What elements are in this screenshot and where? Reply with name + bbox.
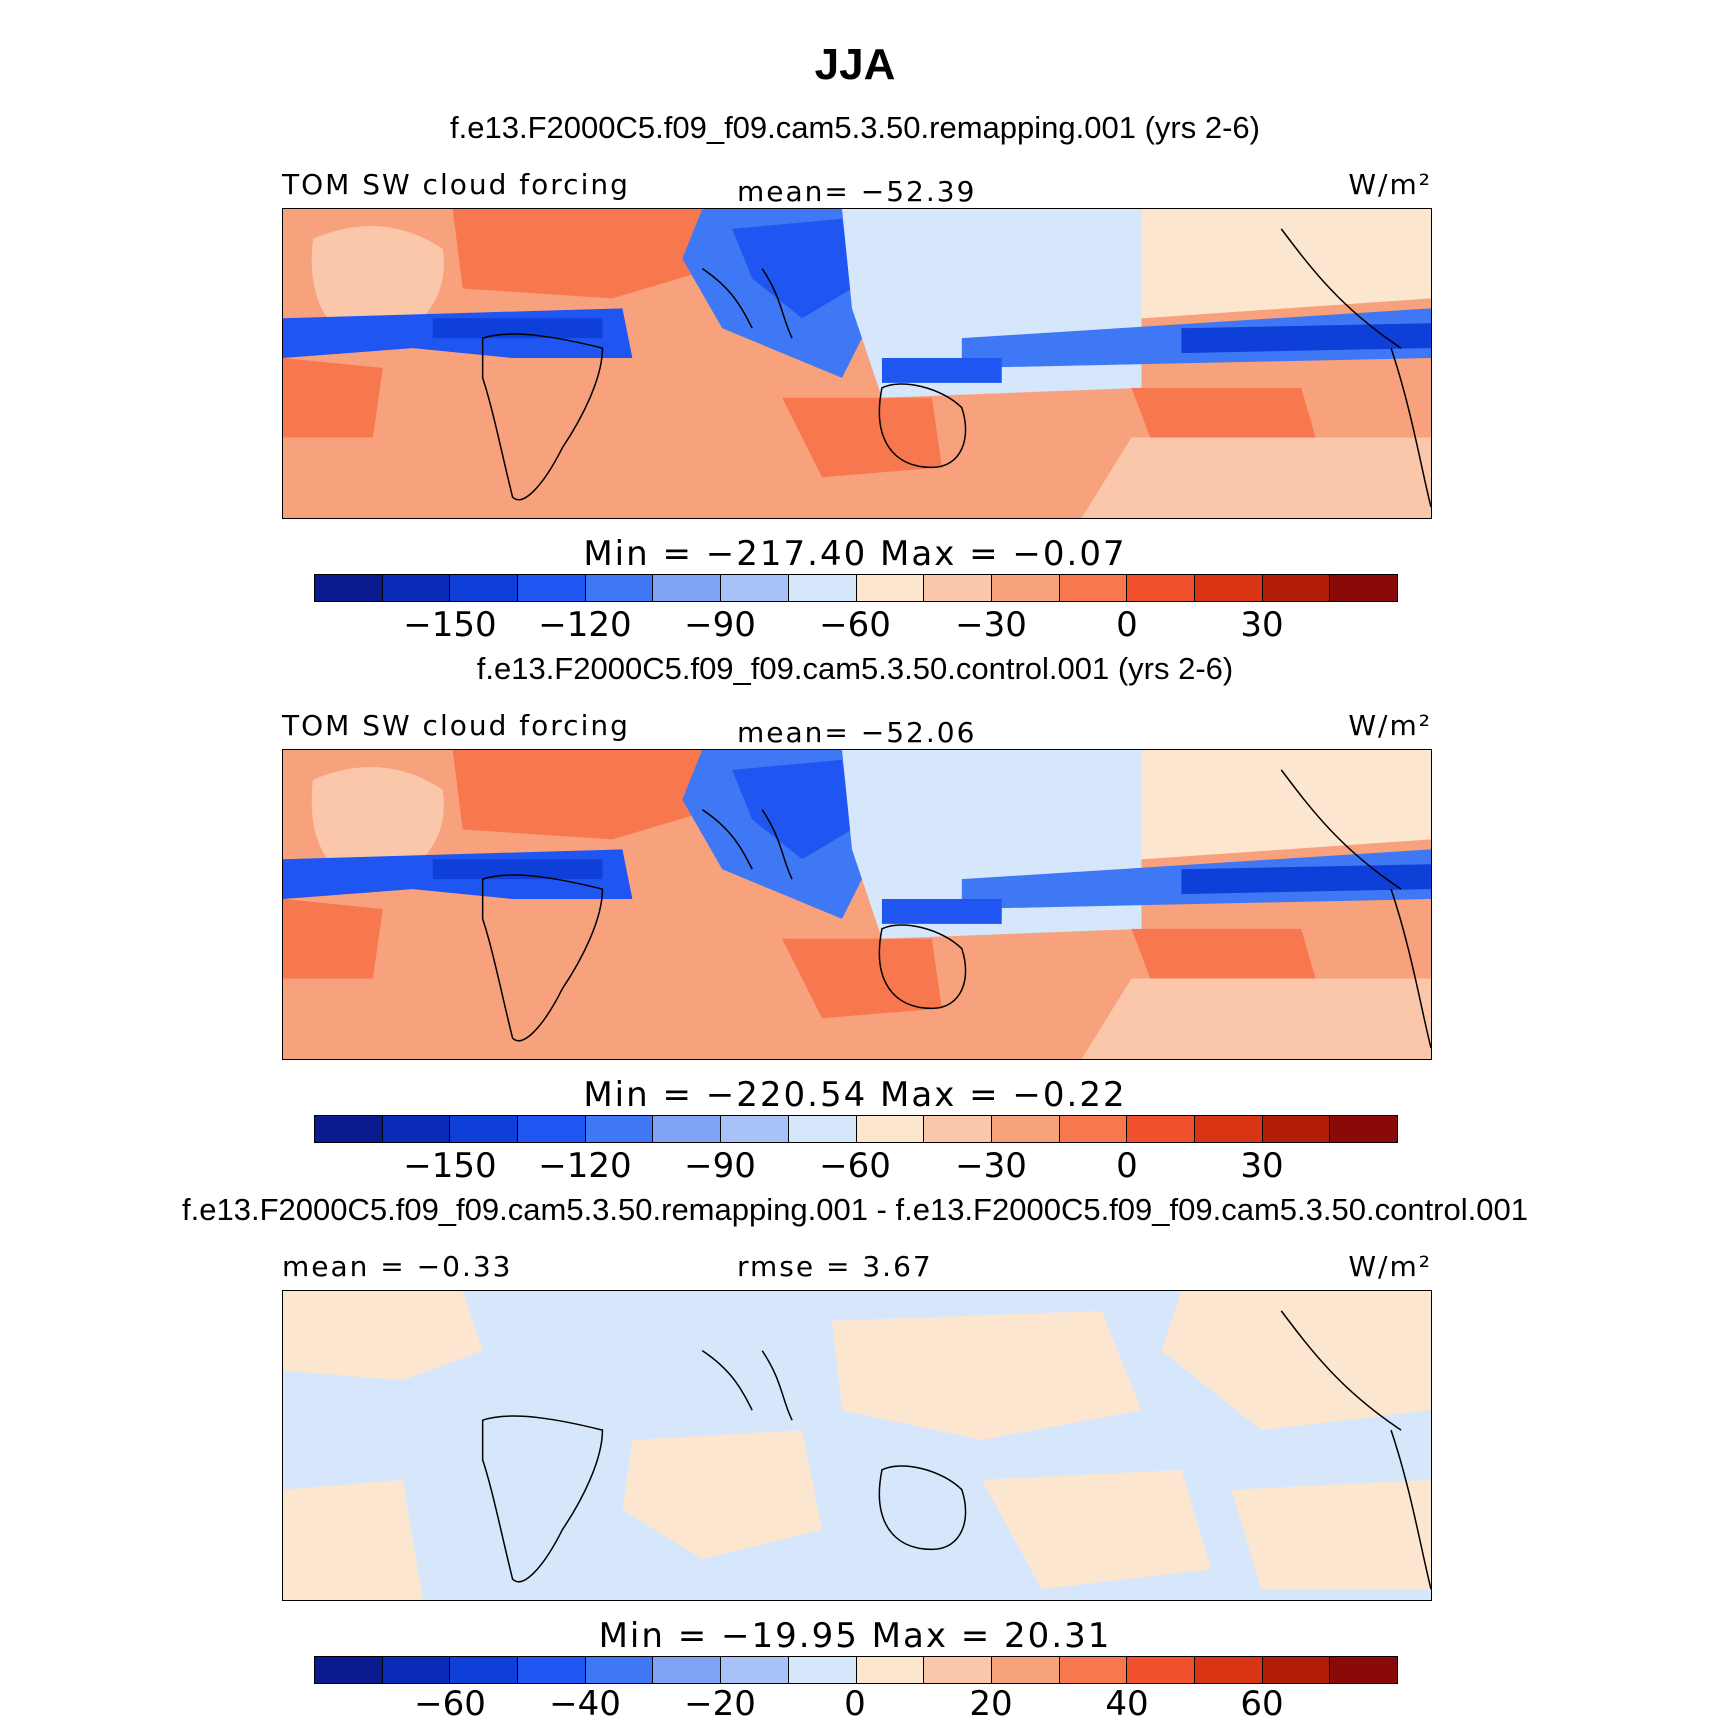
colorbar-2-swatch-4 bbox=[518, 1116, 586, 1142]
panel-1-case-title: f.e13.F2000C5.f09_f09.cam5.3.50.remappin… bbox=[450, 110, 1260, 145]
colorbar-1-swatch-12 bbox=[1059, 575, 1128, 601]
colorbar-3-swatch-13 bbox=[1127, 1657, 1195, 1683]
colorbar-3-swatch-1 bbox=[315, 1657, 383, 1683]
colorbar-1-swatch-11 bbox=[991, 575, 1060, 601]
panel-3-case-title: f.e13.F2000C5.f09_f09.cam5.3.50.remappin… bbox=[182, 1192, 1528, 1227]
colorbar-2-swatch-15 bbox=[1262, 1116, 1331, 1142]
colorbar-3-swatch-10 bbox=[924, 1657, 992, 1683]
panel-1-map-svg bbox=[283, 209, 1431, 518]
panel-3-tick-1: −60 bbox=[414, 1684, 486, 1724]
colorbar-3-swatch-2 bbox=[382, 1657, 451, 1683]
panel-1-tick-7: 30 bbox=[1240, 605, 1284, 645]
panel-1-tick-5: −30 bbox=[955, 605, 1027, 645]
panel-2-map bbox=[282, 749, 1432, 1060]
colorbar-1-swatch-10 bbox=[924, 575, 992, 601]
panel-1-min-max: Min = −217.40 Max = −0.07 bbox=[583, 534, 1127, 574]
panel-2-tick-3: −90 bbox=[684, 1146, 756, 1186]
panel-2-colorbar bbox=[314, 1115, 1398, 1143]
panel-2-tick-1: −150 bbox=[403, 1146, 497, 1186]
colorbar-1-swatch-6 bbox=[653, 575, 722, 601]
panel-1-tick-4: −60 bbox=[819, 605, 891, 645]
colorbar-3-swatch-4 bbox=[518, 1657, 586, 1683]
colorbar-1-swatch-5 bbox=[585, 575, 654, 601]
panel-2-min-max: Min = −220.54 Max = −0.22 bbox=[583, 1075, 1127, 1115]
colorbar-2-swatch-14 bbox=[1194, 1116, 1263, 1142]
colorbar-2-swatch-9 bbox=[856, 1116, 925, 1142]
panel-1-tick-3: −90 bbox=[684, 605, 756, 645]
colorbar-3-swatch-6 bbox=[653, 1657, 722, 1683]
colorbar-2-swatch-3 bbox=[450, 1116, 519, 1142]
colorbar-2-swatch-5 bbox=[585, 1116, 654, 1142]
colorbar-2-swatch-11 bbox=[991, 1116, 1060, 1142]
colorbar-1-swatch-7 bbox=[721, 575, 789, 601]
panel-1-map bbox=[282, 208, 1432, 519]
colorbar-2-swatch-7 bbox=[721, 1116, 789, 1142]
panel-1-units: W/m² bbox=[1348, 168, 1432, 201]
panel-2-units: W/m² bbox=[1348, 709, 1432, 742]
panel-3-tick-6: 40 bbox=[1105, 1684, 1149, 1724]
colorbar-1-swatch-3 bbox=[450, 575, 519, 601]
colorbar-2-swatch-2 bbox=[382, 1116, 451, 1142]
colorbar-3-swatch-16 bbox=[1330, 1657, 1397, 1683]
panel-1-tick-6: 0 bbox=[1116, 605, 1138, 645]
panel-3-tick-3: −20 bbox=[684, 1684, 756, 1724]
colorbar-3-swatch-7 bbox=[721, 1657, 789, 1683]
panel-3-min-max: Min = −19.95 Max = 20.31 bbox=[598, 1616, 1112, 1656]
panel-3-mean: mean = −0.33 bbox=[282, 1250, 513, 1283]
panel-2-tick-4: −60 bbox=[819, 1146, 891, 1186]
panel-2-tick-7: 30 bbox=[1240, 1146, 1284, 1186]
colorbar-1-swatch-9 bbox=[856, 575, 925, 601]
panel-2-tick-2: −120 bbox=[538, 1146, 632, 1186]
panel-3-rmse: rmse = 3.67 bbox=[737, 1250, 933, 1283]
panel-3-tick-7: 60 bbox=[1240, 1684, 1284, 1724]
panel-2-mean: mean= −52.06 bbox=[737, 716, 977, 749]
panel-3-map-svg bbox=[283, 1291, 1431, 1600]
colorbar-3-swatch-9 bbox=[856, 1657, 925, 1683]
colorbar-1-swatch-14 bbox=[1194, 575, 1263, 601]
panel-3-tick-2: −40 bbox=[549, 1684, 621, 1724]
panel-3-tick-5: 20 bbox=[969, 1684, 1013, 1724]
colorbar-2-swatch-16 bbox=[1330, 1116, 1397, 1142]
panel-2-map-svg bbox=[283, 750, 1431, 1059]
panel-2-variable-label: TOM SW cloud forcing bbox=[282, 709, 630, 742]
colorbar-1-swatch-16 bbox=[1330, 575, 1397, 601]
colorbar-1-swatch-4 bbox=[518, 575, 586, 601]
colorbar-2-swatch-10 bbox=[924, 1116, 992, 1142]
panel-2-tick-5: −30 bbox=[955, 1146, 1027, 1186]
colorbar-2-swatch-12 bbox=[1059, 1116, 1128, 1142]
colorbar-3-swatch-5 bbox=[585, 1657, 654, 1683]
colorbar-1-swatch-1 bbox=[315, 575, 383, 601]
colorbar-1-swatch-15 bbox=[1262, 575, 1331, 601]
panel-3-map bbox=[282, 1290, 1432, 1601]
colorbar-3-swatch-8 bbox=[788, 1657, 857, 1683]
colorbar-1-swatch-2 bbox=[382, 575, 451, 601]
colorbar-3-swatch-11 bbox=[991, 1657, 1060, 1683]
colorbar-3-swatch-12 bbox=[1059, 1657, 1128, 1683]
panel-1-colorbar bbox=[314, 574, 1398, 602]
panel-1-variable-label: TOM SW cloud forcing bbox=[282, 168, 630, 201]
panel-3-units: W/m² bbox=[1348, 1250, 1432, 1283]
colorbar-2-swatch-1 bbox=[315, 1116, 383, 1142]
colorbar-1-swatch-13 bbox=[1127, 575, 1195, 601]
colorbar-2-swatch-6 bbox=[653, 1116, 722, 1142]
colorbar-2-swatch-8 bbox=[788, 1116, 857, 1142]
panel-2-case-title: f.e13.F2000C5.f09_f09.cam5.3.50.control.… bbox=[476, 651, 1234, 686]
colorbar-3-swatch-14 bbox=[1194, 1657, 1263, 1683]
panel-3-colorbar bbox=[314, 1656, 1398, 1684]
colorbar-3-swatch-3 bbox=[450, 1657, 519, 1683]
colorbar-2-swatch-13 bbox=[1127, 1116, 1195, 1142]
panel-2-tick-6: 0 bbox=[1116, 1146, 1138, 1186]
colorbar-3-swatch-15 bbox=[1262, 1657, 1331, 1683]
panel-1-tick-1: −150 bbox=[403, 605, 497, 645]
panel-3-tick-4: 0 bbox=[844, 1684, 866, 1724]
panel-1-tick-2: −120 bbox=[538, 605, 632, 645]
figure-title: JJA bbox=[814, 40, 896, 89]
panel-1-mean: mean= −52.39 bbox=[737, 175, 977, 208]
colorbar-1-swatch-8 bbox=[788, 575, 857, 601]
